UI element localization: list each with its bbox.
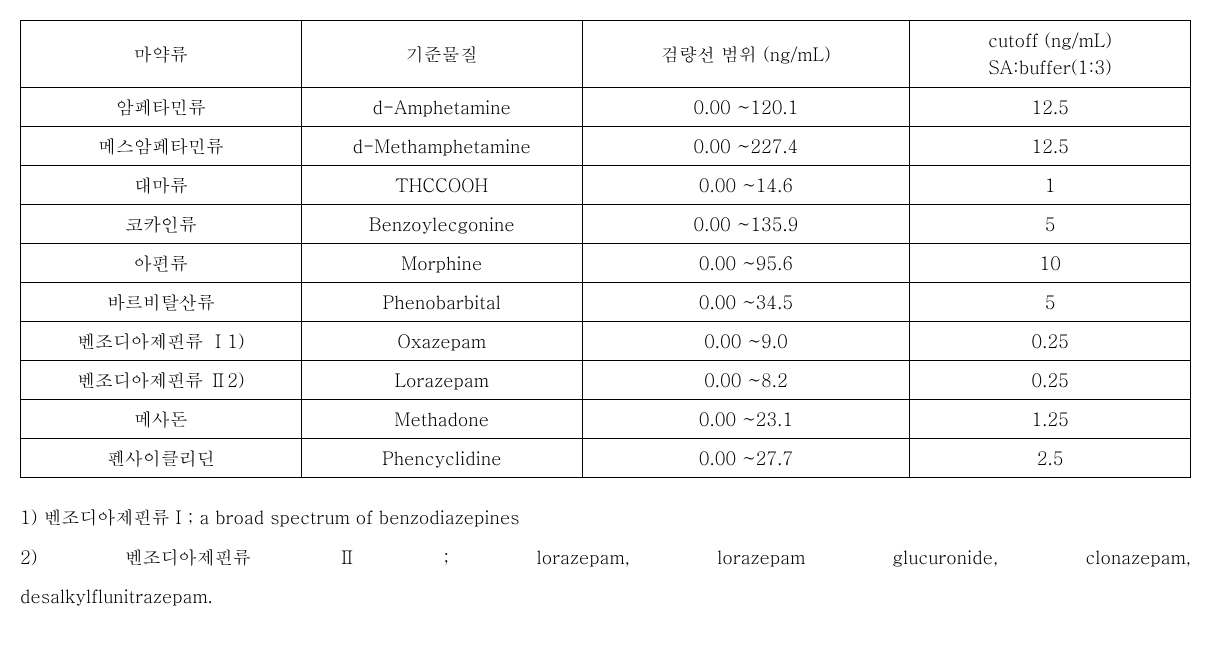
header-cutoff: cutoff (ng/mL) SA:buffer(1:3)	[910, 21, 1191, 88]
cell-range: 0.00 ~95.6	[582, 244, 910, 283]
table-row: 벤조디아제핀류 Ⅰ1) Oxazepam 0.00 ~9.0 0.25	[21, 322, 1191, 361]
cell-cutoff: 5	[910, 205, 1191, 244]
cell-ref: d-Methamphetamine	[301, 127, 582, 166]
fn2-w7: clonazepam,	[1086, 538, 1191, 578]
cell-ref: Benzoylecgonine	[301, 205, 582, 244]
table-header-row: 마약류 기준물질 검량선 범위 (ng/mL) cutoff (ng/mL) S…	[21, 21, 1191, 88]
header-reference: 기준물질	[301, 21, 582, 88]
cell-range: 0.00 ~27.7	[582, 439, 910, 478]
fn2-w6: glucuronide,	[892, 538, 998, 578]
cell-cutoff: 0.25	[910, 361, 1191, 400]
cell-range: 0.00 ~120.1	[582, 88, 910, 127]
footnotes: 1) 벤조디아제핀류Ⅰ; a broad spectrum of benzodi…	[20, 498, 1191, 617]
cell-cutoff: 12.5	[910, 88, 1191, 127]
cell-drug: 메사돈	[21, 400, 302, 439]
footnote-2-line2: desalkylflunitrazepam.	[20, 577, 1191, 617]
header-cutoff-line2: SA:buffer(1:3)	[918, 54, 1182, 81]
table-row: 메스암페타민류 d-Methamphetamine 0.00 ~227.4 12…	[21, 127, 1191, 166]
header-cutoff-line1: cutoff (ng/mL)	[918, 27, 1182, 54]
table-row: 대마류 THCCOOH 0.00 ~14.6 1	[21, 166, 1191, 205]
cell-drug: 벤조디아제핀류 Ⅰ1)	[21, 322, 302, 361]
cell-drug: 메스암페타민류	[21, 127, 302, 166]
header-drug-class: 마약류	[21, 21, 302, 88]
page-container: 마약류 기준물질 검량선 범위 (ng/mL) cutoff (ng/mL) S…	[20, 20, 1191, 617]
cell-cutoff: 1.25	[910, 400, 1191, 439]
fn2-w4: lorazepam,	[537, 538, 630, 578]
cell-ref: Methadone	[301, 400, 582, 439]
cell-range: 0.00 ~34.5	[582, 283, 910, 322]
cell-drug: 대마류	[21, 166, 302, 205]
cell-ref: THCCOOH	[301, 166, 582, 205]
header-range: 검량선 범위 (ng/mL)	[582, 21, 910, 88]
footnote-2: 2) 벤조디아제핀류 Ⅱ ; lorazepam, lorazepam gluc…	[20, 538, 1191, 617]
table-row: 바르비탈산류 Phenobarbital 0.00 ~34.5 5	[21, 283, 1191, 322]
table-row: 아편류 Morphine 0.00 ~95.6 10	[21, 244, 1191, 283]
cell-ref: Oxazepam	[301, 322, 582, 361]
cell-range: 0.00 ~9.0	[582, 322, 910, 361]
cell-ref: Morphine	[301, 244, 582, 283]
table-row: 펜사이클리딘 Phencyclidine 0.00 ~27.7 2.5	[21, 439, 1191, 478]
table-row: 암페타민류 d-Amphetamine 0.00 ~120.1 12.5	[21, 88, 1191, 127]
cell-cutoff: 10	[910, 244, 1191, 283]
cell-range: 0.00 ~8.2	[582, 361, 910, 400]
table-row: 코카인류 Benzoylecgonine 0.00 ~135.9 5	[21, 205, 1191, 244]
fn2-w3: ;	[443, 538, 449, 578]
cell-range: 0.00 ~14.6	[582, 166, 910, 205]
cell-drug: 암페타민류	[21, 88, 302, 127]
cell-drug: 코카인류	[21, 205, 302, 244]
footnote-1: 1) 벤조디아제핀류Ⅰ; a broad spectrum of benzodi…	[20, 498, 1191, 538]
cell-cutoff: 12.5	[910, 127, 1191, 166]
cell-cutoff: 2.5	[910, 439, 1191, 478]
cell-cutoff: 0.25	[910, 322, 1191, 361]
fn2-w0: 2)	[20, 538, 38, 578]
cell-ref: Lorazepam	[301, 361, 582, 400]
drug-table: 마약류 기준물질 검량선 범위 (ng/mL) cutoff (ng/mL) S…	[20, 20, 1191, 478]
cell-drug: 바르비탈산류	[21, 283, 302, 322]
fn2-w2: Ⅱ	[338, 538, 356, 578]
cell-cutoff: 5	[910, 283, 1191, 322]
table-row: 벤조디아제핀류 Ⅱ2) Lorazepam 0.00 ~8.2 0.25	[21, 361, 1191, 400]
fn2-w5: lorazepam	[717, 538, 805, 578]
cell-drug: 벤조디아제핀류 Ⅱ2)	[21, 361, 302, 400]
footnote-2-line1: 2) 벤조디아제핀류 Ⅱ ; lorazepam, lorazepam gluc…	[20, 538, 1191, 578]
cell-range: 0.00 ~23.1	[582, 400, 910, 439]
table-row: 메사돈 Methadone 0.00 ~23.1 1.25	[21, 400, 1191, 439]
cell-drug: 아편류	[21, 244, 302, 283]
cell-range: 0.00 ~227.4	[582, 127, 910, 166]
cell-cutoff: 1	[910, 166, 1191, 205]
cell-ref: d-Amphetamine	[301, 88, 582, 127]
cell-drug: 펜사이클리딘	[21, 439, 302, 478]
cell-ref: Phencyclidine	[301, 439, 582, 478]
cell-ref: Phenobarbital	[301, 283, 582, 322]
fn2-w1: 벤조디아제핀류	[125, 538, 251, 578]
cell-range: 0.00 ~135.9	[582, 205, 910, 244]
